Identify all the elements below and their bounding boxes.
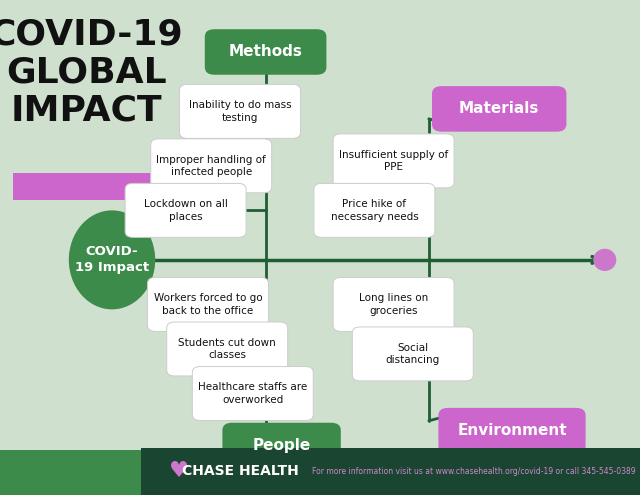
Text: Methods: Methods (228, 45, 303, 59)
Text: For more information visit us at www.chasehealth.org/covid-19 or call 345-545-03: For more information visit us at www.cha… (312, 467, 636, 476)
Ellipse shape (593, 248, 616, 271)
FancyBboxPatch shape (0, 287, 141, 450)
FancyBboxPatch shape (432, 86, 566, 132)
FancyBboxPatch shape (13, 173, 176, 200)
Text: Price hike of
necessary needs: Price hike of necessary needs (330, 199, 419, 222)
FancyBboxPatch shape (314, 184, 435, 238)
FancyBboxPatch shape (0, 287, 141, 495)
FancyBboxPatch shape (179, 84, 301, 138)
Text: Workers forced to go
back to the office: Workers forced to go back to the office (154, 293, 262, 316)
Text: COVID-
19 Impact: COVID- 19 Impact (75, 246, 149, 274)
Text: ♥: ♥ (169, 461, 189, 482)
Text: COVID-19
GLOBAL
IMPACT: COVID-19 GLOBAL IMPACT (0, 17, 183, 127)
Text: Healthcare staffs are
overworked: Healthcare staffs are overworked (198, 382, 307, 405)
Ellipse shape (69, 210, 155, 309)
Text: Social
distancing: Social distancing (386, 343, 440, 365)
Text: Environment: Environment (457, 423, 567, 438)
Text: Inability to do mass
testing: Inability to do mass testing (189, 100, 291, 123)
FancyBboxPatch shape (147, 277, 269, 332)
FancyBboxPatch shape (205, 29, 326, 75)
FancyBboxPatch shape (438, 408, 586, 453)
Text: Insufficient supply of
PPE: Insufficient supply of PPE (339, 149, 448, 172)
FancyBboxPatch shape (333, 134, 454, 188)
FancyBboxPatch shape (352, 327, 474, 381)
Text: Lockdown on all
places: Lockdown on all places (143, 199, 228, 222)
Text: Improper handling of
infected people: Improper handling of infected people (156, 154, 266, 177)
FancyBboxPatch shape (151, 139, 272, 193)
FancyBboxPatch shape (333, 277, 454, 332)
Text: People: People (252, 438, 311, 453)
Text: Students cut down
classes: Students cut down classes (179, 338, 276, 360)
Text: Materials: Materials (459, 101, 540, 116)
Text: Long lines on
groceries: Long lines on groceries (359, 293, 428, 316)
FancyBboxPatch shape (192, 366, 314, 421)
Text: CHASE HEALTH: CHASE HEALTH (182, 464, 298, 479)
FancyBboxPatch shape (223, 423, 340, 468)
FancyBboxPatch shape (166, 322, 287, 376)
FancyBboxPatch shape (125, 184, 246, 238)
FancyBboxPatch shape (141, 448, 640, 495)
